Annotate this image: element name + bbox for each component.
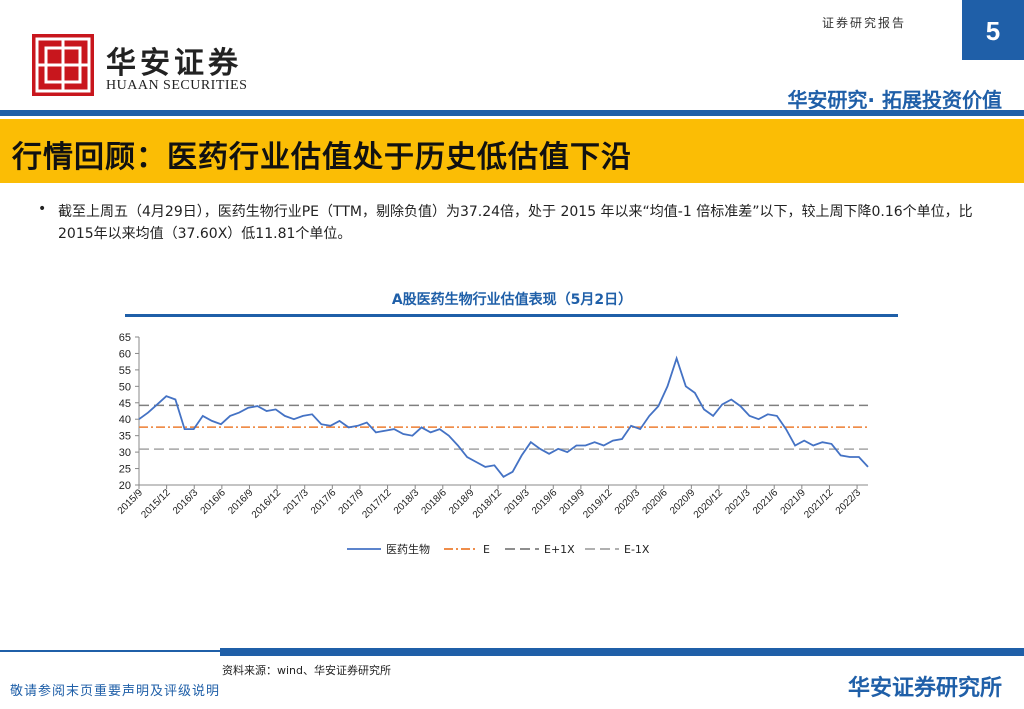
x-tick-label: 2019/12 bbox=[581, 487, 615, 521]
x-tick-label: 2019/6 bbox=[530, 487, 560, 517]
x-tick-label: 2020/12 bbox=[692, 487, 726, 521]
footer-rule bbox=[220, 648, 1024, 656]
x-tick-label: 2017/12 bbox=[360, 487, 394, 521]
chart-title-rule bbox=[125, 314, 898, 317]
legend-label: E-1X bbox=[624, 543, 650, 556]
y-tick-label: 30 bbox=[119, 447, 131, 459]
page-number-badge: 5 bbox=[962, 0, 1024, 60]
y-tick-label: 55 bbox=[119, 365, 131, 377]
x-tick-label: 2018/12 bbox=[471, 487, 505, 521]
y-tick-label: 35 bbox=[119, 431, 131, 443]
legend-label: E bbox=[483, 543, 490, 556]
x-tick-label: 2021/6 bbox=[751, 487, 781, 517]
disclaimer-link[interactable]: 敬请参阅末页重要声明及评级说明 bbox=[10, 684, 221, 699]
legend-label: E+1X bbox=[544, 543, 575, 556]
x-tick-label: 2018/3 bbox=[392, 487, 422, 517]
y-tick-label: 20 bbox=[119, 480, 131, 492]
x-tick-label: 2017/3 bbox=[281, 487, 311, 517]
chart-title: A股医药生物行业估值表现（5月2日） bbox=[391, 292, 633, 308]
x-tick-label: 2020/3 bbox=[613, 487, 643, 517]
x-tick-label: 2015/12 bbox=[139, 487, 173, 521]
series-line-pharma bbox=[138, 355, 869, 478]
x-tick-label: 2020/6 bbox=[640, 487, 670, 517]
bullet-paragraph: 截至上周五（4月29日），医药生物行业PE（TTM，剔除负值）为37.24倍，处… bbox=[58, 204, 973, 242]
logo-chinese-name: 华安证券 bbox=[106, 46, 242, 81]
x-tick-label: 2016/3 bbox=[171, 487, 201, 517]
y-tick-label: 25 bbox=[119, 464, 131, 476]
x-tick-label: 2017/6 bbox=[309, 487, 339, 517]
y-tick-label: 45 bbox=[119, 398, 131, 410]
y-tick-label: 40 bbox=[119, 414, 131, 426]
y-tick-label: 60 bbox=[119, 348, 131, 360]
x-tick-label: 2016/12 bbox=[250, 487, 284, 521]
footer-organization: 华安证券研究所 bbox=[847, 676, 1002, 701]
y-tick-label: 50 bbox=[119, 381, 131, 393]
x-tick-label: 2021/3 bbox=[723, 487, 753, 517]
x-tick-label: 2016/6 bbox=[199, 487, 229, 517]
title-banner bbox=[0, 119, 1024, 183]
source-note: 资料来源：wind、华安证券研究所 bbox=[222, 664, 392, 677]
y-tick-label: 65 bbox=[119, 332, 131, 344]
footer-thin-rule bbox=[0, 650, 220, 652]
header-slogan: 华安研究· 拓展投资价值 bbox=[787, 88, 1002, 112]
logo-emblem-icon bbox=[35, 37, 91, 93]
x-tick-label: 2021/12 bbox=[802, 487, 836, 521]
legend-label: 医药生物 bbox=[386, 542, 430, 556]
x-tick-label: 2022/3 bbox=[834, 487, 864, 517]
logo-english-name: HUAAN SECURITIES bbox=[106, 78, 248, 93]
x-tick-label: 2019/3 bbox=[502, 487, 532, 517]
header-divider bbox=[0, 110, 1024, 116]
page-title: 行情回顾：医药行业估值处于历史低估值下沿 bbox=[12, 140, 632, 175]
company-logo-mark bbox=[32, 34, 94, 96]
bullet-icon: • bbox=[38, 201, 47, 217]
report-type-label: 证券研究报告 bbox=[822, 16, 907, 30]
x-tick-label: 2018/6 bbox=[420, 487, 450, 517]
